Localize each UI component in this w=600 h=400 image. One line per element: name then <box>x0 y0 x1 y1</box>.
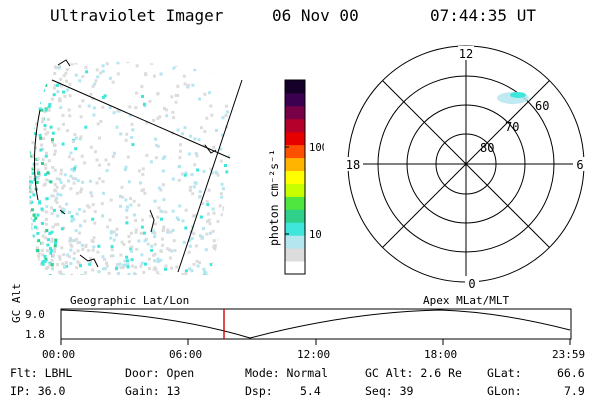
tick-2359: 23:59 <box>552 348 586 361</box>
coastline-fragment <box>149 209 155 233</box>
mlt-6-label: 6 <box>576 158 583 172</box>
latitude-line <box>51 79 231 159</box>
ip-info: IP: 36.0 <box>10 384 66 398</box>
altitude-curve <box>60 309 571 339</box>
coastline-fragment <box>204 144 217 154</box>
tick-0600: 06:00 <box>169 348 203 361</box>
time-label: 07:44:35 UT <box>430 6 536 25</box>
dsp-value: 5.4 <box>300 384 321 398</box>
geographic-image <box>29 59 243 275</box>
glat-value: 66.6 <box>557 366 585 380</box>
apex-label: Apex MLat/MLT <box>423 294 510 307</box>
date-label: 06 Nov 00 <box>272 6 359 25</box>
aurora-emission <box>29 61 230 275</box>
mlt-0-label: 0 <box>468 277 475 291</box>
filter-info: Flt: LBHL <box>10 366 73 380</box>
colorbar: 100 10 photon cm⁻²s⁻¹ <box>267 79 324 275</box>
aurora-oval-patch <box>497 92 529 104</box>
polar-plot: 12 18 6 0 60 70 80 <box>343 45 587 291</box>
instrument-title: Ultraviolet Imager <box>50 6 224 25</box>
mode-info: Mode: Normal <box>245 366 329 380</box>
glon-value: 7.9 <box>564 384 585 398</box>
y-min-label: 1.8 <box>25 328 45 341</box>
longitude-line <box>177 79 243 273</box>
colorbar-tick-100: 100 <box>309 142 324 154</box>
gc-alt-info: GC Alt: 2.6 Re <box>365 366 462 380</box>
altitude-timeline <box>60 308 572 345</box>
tick-1200: 12:00 <box>297 348 331 361</box>
coastline <box>33 109 41 201</box>
coastline-fragment <box>57 59 71 67</box>
lat-70-label: 70 <box>505 120 519 134</box>
coastline-fragment <box>59 209 66 215</box>
lat-80-label: 80 <box>480 141 494 155</box>
gain-info: Gain: 13 <box>125 384 181 398</box>
tick-0000: 00:00 <box>42 348 76 361</box>
dsp-label: Dsp: <box>245 384 273 398</box>
colorbar-tick-10: 10 <box>309 229 322 241</box>
tick-1800: 18:00 <box>424 348 458 361</box>
lat-60-label: 60 <box>535 99 549 113</box>
geographic-label: Geographic Lat/Lon <box>70 294 190 307</box>
glon-label: GLon: <box>487 384 522 398</box>
seq-info: Seq: 39 <box>365 384 414 398</box>
glat-label: GLat: <box>487 366 522 380</box>
colorbar-unit-label: photon cm⁻²s⁻¹ <box>267 149 281 246</box>
door-info: Door: Open <box>125 366 195 380</box>
gc-alt-axis-label: GC Alt <box>10 283 23 323</box>
mlt-18-label: 18 <box>346 158 360 172</box>
y-max-label: 9.0 <box>25 308 45 321</box>
coastline-fragment <box>79 254 99 268</box>
mlt-12-label: 12 <box>459 47 473 61</box>
